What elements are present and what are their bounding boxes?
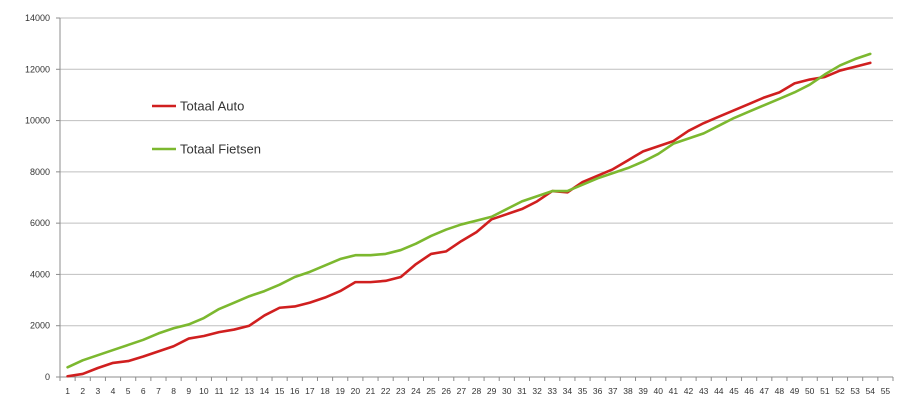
x-tick-label: 35	[578, 386, 588, 396]
x-tick-label: 49	[790, 386, 800, 396]
y-tick-label: 0	[45, 372, 50, 382]
x-tick-label: 34	[563, 386, 573, 396]
x-tick-label: 5	[126, 386, 131, 396]
x-tick-label: 24	[411, 386, 421, 396]
x-tick-label: 13	[245, 386, 255, 396]
x-tick-label: 39	[638, 386, 648, 396]
x-tick-label: 42	[684, 386, 694, 396]
x-tick-label: 8	[171, 386, 176, 396]
x-tick-label: 21	[366, 386, 376, 396]
x-tick-label: 25	[426, 386, 436, 396]
x-tick-label: 2	[80, 386, 85, 396]
y-tick-label: 6000	[30, 218, 50, 228]
x-tick-label: 37	[608, 386, 618, 396]
x-tick-label: 32	[532, 386, 542, 396]
legend-label: Totaal Fietsen	[180, 142, 261, 157]
x-tick-label: 28	[472, 386, 482, 396]
x-tick-label: 36	[593, 386, 603, 396]
y-tick-label: 8000	[30, 167, 50, 177]
x-tick-label: 7	[156, 386, 161, 396]
x-tick-label: 54	[866, 386, 876, 396]
series-line-totaal-auto	[66, 61, 872, 378]
x-tick-label: 46	[744, 386, 754, 396]
x-tick-label: 19	[335, 386, 345, 396]
x-tick-label: 30	[502, 386, 512, 396]
x-tick-label: 1	[65, 386, 70, 396]
x-tick-label: 11	[215, 386, 224, 396]
x-tick-label: 43	[699, 386, 709, 396]
x-tick-label: 14	[260, 386, 270, 396]
x-tick-label: 33	[547, 386, 557, 396]
x-tick-label: 17	[305, 386, 315, 396]
x-tick-label: 52	[835, 386, 845, 396]
x-tick-label: 9	[186, 386, 191, 396]
x-tick-label: 40	[654, 386, 664, 396]
x-tick-label: 44	[714, 386, 724, 396]
x-tick-label: 55	[881, 386, 891, 396]
x-tick-label: 31	[517, 386, 527, 396]
legend-label: Totaal Auto	[180, 99, 244, 114]
x-tick-label: 45	[729, 386, 739, 396]
x-tick-label: 26	[441, 386, 451, 396]
x-tick-label: 3	[95, 386, 100, 396]
x-tick-label: 18	[320, 386, 330, 396]
x-tick-label: 27	[457, 386, 467, 396]
x-tick-label: 51	[820, 386, 830, 396]
x-tick-label: 12	[229, 386, 239, 396]
x-axis: 1 2 3 4 5 6 7 8 9 10 11 12 13 14 15 16 17 18 19 20 21 22 23 24 2…	[59, 376, 894, 396]
y-tick-label: 14000	[25, 13, 50, 23]
legend: Totaal Auto Totaal Fietsen	[152, 99, 261, 157]
gridlines	[60, 17, 893, 327]
x-tick-label: 4	[111, 386, 116, 396]
x-tick-label: 23	[396, 386, 406, 396]
x-tick-label: 48	[775, 386, 785, 396]
x-tick-label: 16	[290, 386, 300, 396]
x-tick-label: 41	[669, 386, 679, 396]
x-tick-label: 50	[805, 386, 815, 396]
x-tick-label: 6	[141, 386, 146, 396]
x-tick-label: 38	[623, 386, 633, 396]
x-tick-label: 29	[487, 386, 497, 396]
y-axis: 0 2000 4000 6000 8000 10000 12000 14000	[25, 13, 61, 382]
y-tick-label: 10000	[25, 116, 50, 126]
x-tick-label: 20	[351, 386, 361, 396]
series-line-totaal-fietsen	[66, 52, 872, 369]
y-tick-label: 4000	[30, 269, 50, 279]
x-tick-label: 15	[275, 386, 285, 396]
x-tick-label: 53	[850, 386, 860, 396]
series-lines	[66, 52, 872, 378]
y-tick-label: 12000	[25, 64, 50, 74]
x-tick-label: 47	[760, 386, 770, 396]
x-tick-label: 10	[199, 386, 209, 396]
x-tick-label: 22	[381, 386, 391, 396]
y-tick-label: 2000	[30, 321, 50, 331]
